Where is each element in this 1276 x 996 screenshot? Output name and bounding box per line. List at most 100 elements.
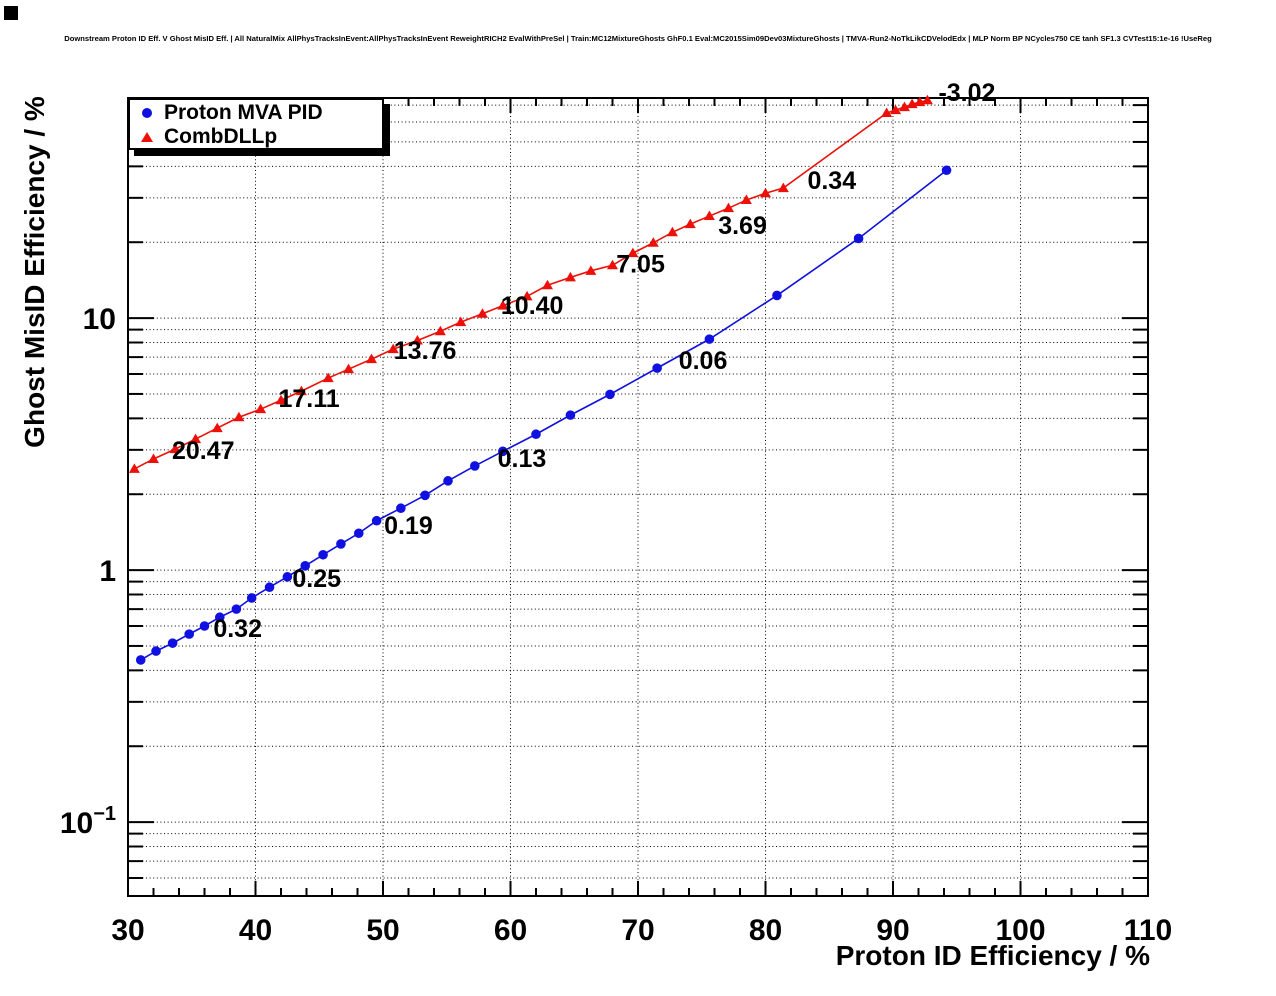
data-series: 0.32 0.25 0.19 0.13 0.06 20.47 17.11 13.76 10.40… (128, 79, 995, 665)
data-point-marker (470, 461, 480, 471)
data-point-marker (300, 560, 311, 571)
data-point-marker (666, 226, 678, 237)
series-combdllp: 20.47 17.11 13.76 10.40 7.05 3.69 0.34 -3.02 (128, 79, 995, 473)
series-line (134, 99, 928, 470)
data-point-marker (282, 572, 293, 582)
data-point-marker (941, 165, 952, 176)
data-point-marker (151, 646, 161, 656)
data-point-marker (521, 290, 533, 301)
cut-value-label: 3.69 (718, 212, 767, 240)
data-point-marker (443, 476, 453, 486)
x-tick-label: 90 (876, 914, 909, 947)
data-point-marker (497, 300, 509, 310)
x-tick-label: 50 (366, 914, 399, 947)
data-point-marker (211, 422, 223, 433)
y-tick-label: 1 (99, 555, 116, 588)
data-point-marker (318, 549, 328, 560)
x-tick-label: 40 (239, 914, 272, 947)
data-point-marker (215, 612, 225, 623)
cut-value-label: 20.47 (172, 437, 235, 465)
data-point-marker (476, 308, 488, 318)
data-point-marker (531, 429, 541, 440)
data-point-marker (541, 279, 553, 290)
data-point-marker (295, 385, 307, 396)
data-point-marker (366, 353, 378, 364)
data-point-marker (585, 265, 597, 275)
data-point-marker (167, 638, 178, 648)
data-point-marker (371, 515, 382, 526)
x-tick-label: 60 (494, 914, 527, 947)
x-tick-label: 80 (749, 914, 782, 947)
cut-value-label: 7.05 (616, 250, 665, 278)
series-line (140, 169, 948, 661)
cut-value-label: 0.13 (498, 445, 547, 473)
data-point-marker (387, 343, 399, 354)
data-point-marker (396, 503, 406, 514)
cut-value-label: 0.32 (213, 615, 262, 643)
x-tick-label: 110 (1124, 914, 1172, 947)
cut-value-label: 0.25 (292, 565, 341, 593)
x-axis-title: Proton ID Efficiency / % (836, 940, 1150, 971)
data-point-marker (455, 316, 467, 327)
data-point-marker (607, 259, 618, 270)
legend-box: Proton MVA PID CombDLLp (128, 98, 384, 150)
data-point-marker (255, 403, 267, 414)
x-tick-labels: 30 40 50 60 70 80 90 100 110 (111, 914, 1172, 947)
data-point-marker (565, 410, 576, 420)
gridlines (128, 98, 1148, 896)
data-point-marker (881, 107, 893, 118)
data-point-marker (343, 363, 355, 374)
data-point-marker (652, 363, 662, 373)
data-point-marker (233, 411, 245, 422)
data-point-marker (853, 233, 864, 244)
data-point-marker (703, 210, 715, 221)
x-tick-label: 30 (111, 914, 144, 947)
data-point-marker (199, 621, 210, 631)
data-point-marker (760, 187, 771, 198)
y-tick-label: 10−1 (60, 803, 116, 840)
data-point-marker (434, 325, 446, 336)
data-point-marker (605, 389, 615, 400)
cut-value-label: 0.19 (384, 512, 433, 540)
triangle-marker-icon (130, 132, 164, 142)
data-point-marker (169, 443, 181, 454)
data-point-marker (246, 593, 257, 603)
series-proton-mva-pid: 0.32 0.25 0.19 0.13 0.06 (135, 165, 952, 665)
data-point-marker (890, 104, 902, 115)
plot-title: Downstream Proton ID Eff. V Ghost MisID … (64, 34, 1212, 43)
data-point-marker (627, 247, 639, 258)
data-point-marker (353, 528, 364, 539)
y-tick-labels: 10 1 10−1 (60, 303, 116, 840)
data-point-marker (740, 194, 752, 205)
legend-entry: Proton MVA PID (130, 101, 382, 125)
cut-value-label: 13.76 (394, 337, 457, 365)
cut-value-label: 10.40 (501, 292, 564, 320)
legend-label: Proton MVA PID (164, 101, 323, 124)
canvas-corner-marker (4, 6, 18, 20)
circle-marker-icon (130, 108, 164, 118)
cut-value-label: -3.02 (938, 79, 995, 107)
data-point-marker (777, 182, 789, 193)
x-tick-label: 70 (621, 914, 654, 947)
cut-value-label: 0.06 (679, 347, 728, 375)
data-point-marker (411, 334, 423, 345)
data-point-marker (231, 604, 242, 614)
data-point-marker (336, 539, 346, 549)
cut-value-label: 0.34 (807, 167, 856, 195)
data-point-marker (184, 629, 194, 639)
data-point-marker (723, 202, 735, 213)
data-point-marker (135, 655, 146, 665)
data-point-marker (921, 94, 933, 105)
legend-label: CombDLLp (164, 125, 278, 148)
data-point-marker (647, 237, 659, 247)
legend-entry: CombDLLp (130, 125, 382, 149)
data-point-marker (275, 394, 287, 405)
y-tick-label: 10 (83, 303, 116, 336)
data-point-marker (264, 582, 275, 593)
data-point-marker (128, 463, 140, 473)
data-point-marker (190, 433, 202, 444)
data-point-marker (420, 490, 430, 501)
axis-ticks (127, 98, 1149, 896)
